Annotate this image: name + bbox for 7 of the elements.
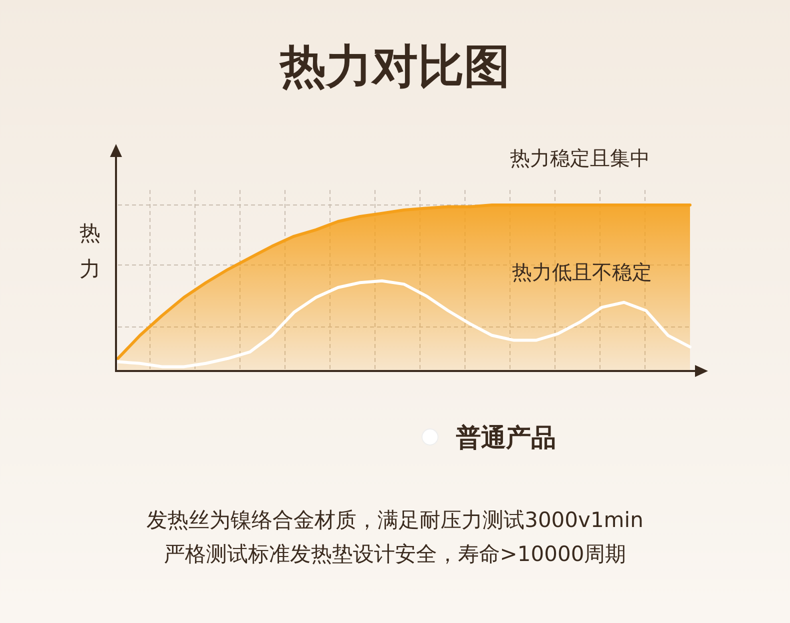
text: 严格测试标准发热垫设计安全，寿命>10000周期 [164,542,626,566]
legend-label: 普通产品 [455,423,556,452]
y-axis-title: 热力 [80,221,100,281]
annotation: 热力低且不稳定 [512,260,652,284]
chart-title: 热力对比图 [279,39,510,93]
text: 热力稳定且集中 [510,146,650,170]
text: 发热丝为镍络合金材质，满足耐压力测试3000v1min [146,508,644,532]
